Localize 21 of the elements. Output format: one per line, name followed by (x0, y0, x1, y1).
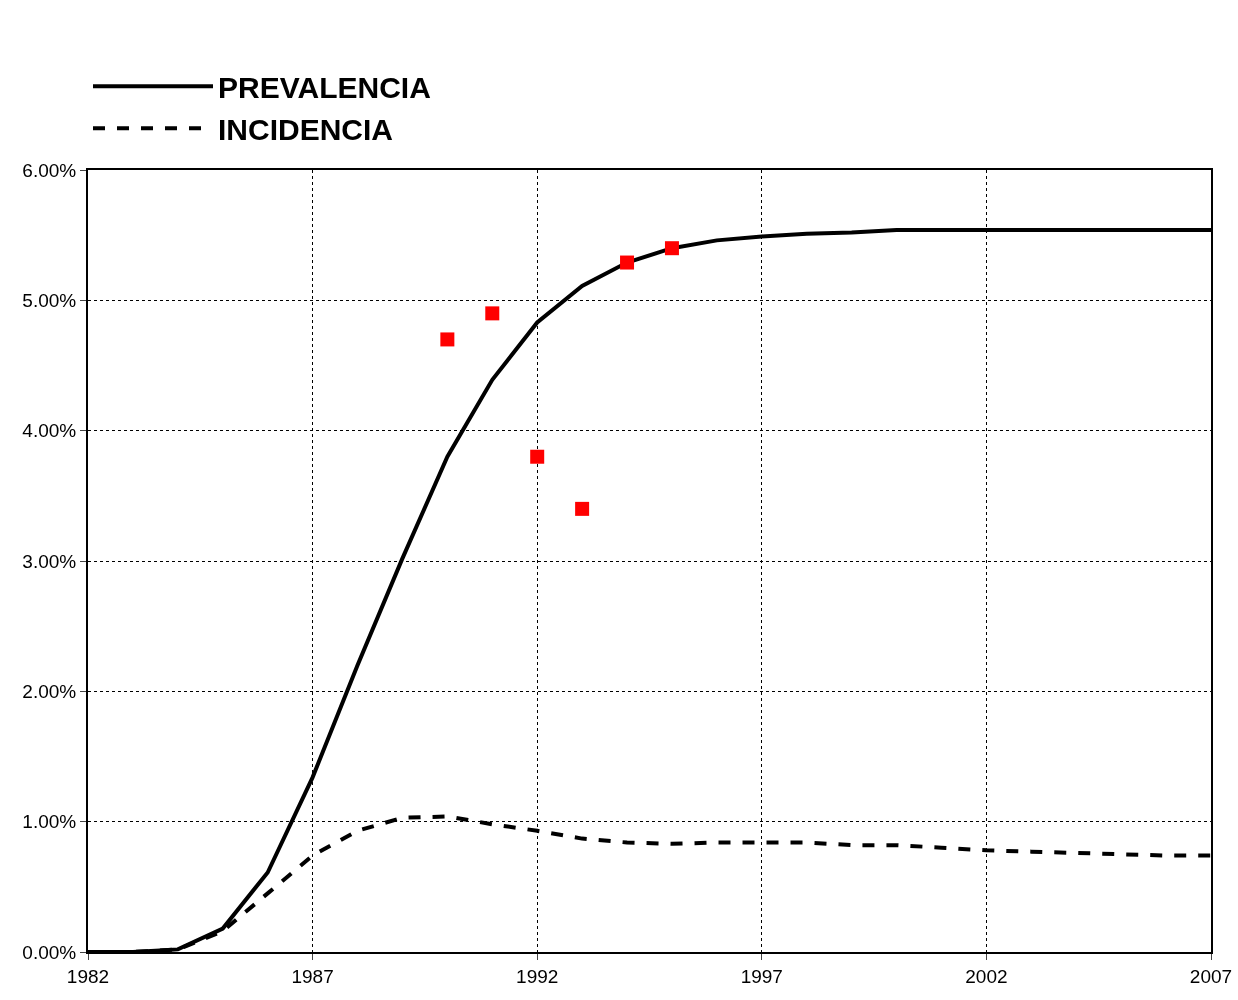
point (664, 241, 679, 256)
x-tick-label: 1982 (66, 965, 110, 987)
point (530, 449, 545, 464)
x-tick-label: 1987 (291, 965, 334, 987)
y-tick-label: 4.00% (22, 420, 77, 442)
point (620, 255, 635, 270)
y-tick-label: 2.00% (22, 680, 77, 702)
y-tick-label: 5.00% (22, 289, 77, 311)
x-tick-label: 2002 (965, 965, 1008, 987)
point (485, 306, 500, 321)
y-tick-label: 0.00% (22, 941, 77, 963)
legend-label: PREVALENCIA (218, 71, 431, 105)
y-tick-label: 3.00% (22, 550, 77, 572)
legend-label: INCIDENCIA (218, 113, 394, 147)
y-tick-label: 1.00% (22, 811, 77, 833)
y-tick-label: 6.00% (22, 159, 77, 181)
x-tick-label: 2007 (1189, 965, 1233, 987)
x-tick-label: 1997 (740, 965, 783, 987)
point (440, 332, 455, 347)
x-tick-label: 1992 (516, 965, 559, 987)
point (575, 501, 590, 516)
